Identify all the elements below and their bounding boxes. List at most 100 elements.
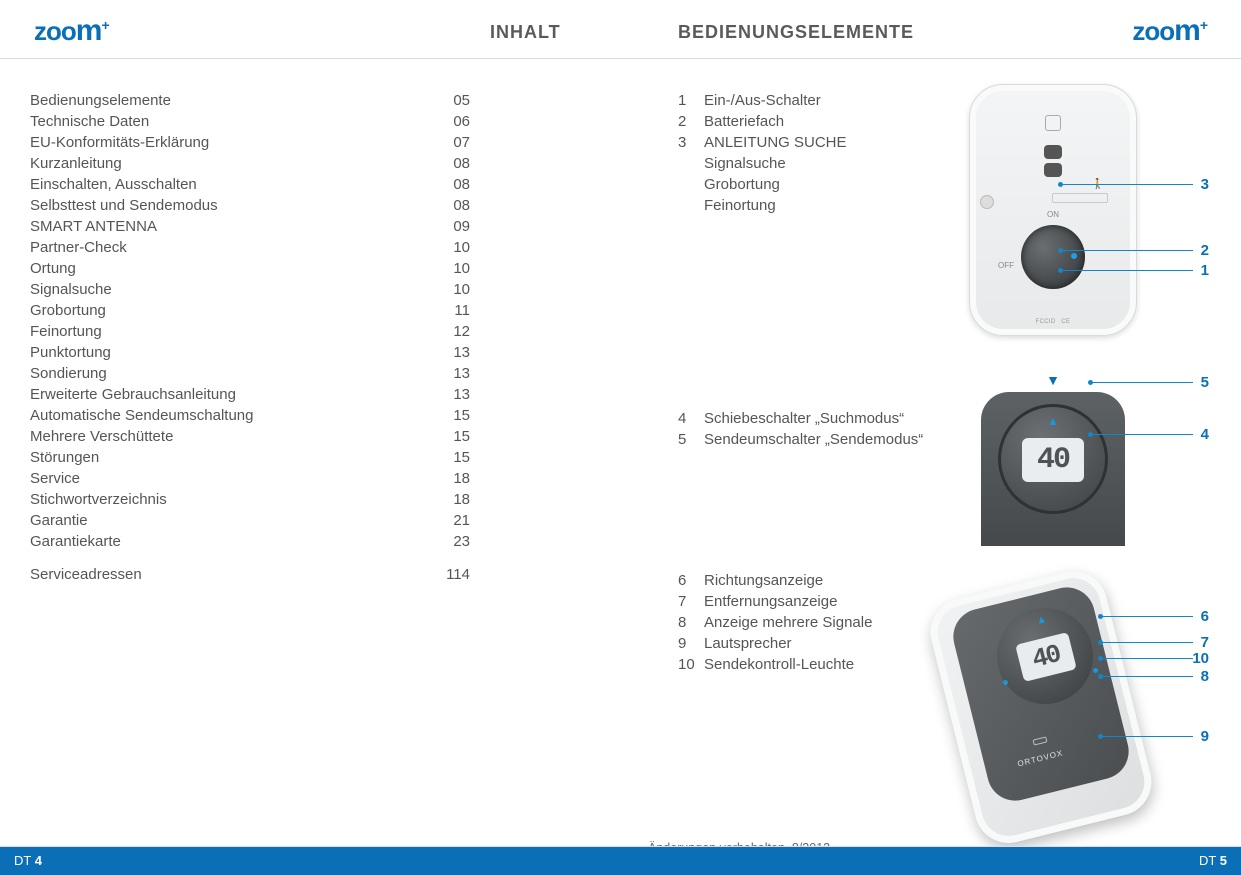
divider-top — [0, 58, 1241, 59]
toc-row: Kurzanleitung08 — [30, 153, 470, 174]
toc-label: Selbsttest und Sendemodus — [30, 195, 430, 216]
logo-plus-icon2: + — [1200, 17, 1207, 33]
device-front-illustration: ▲ 40 ORTOVOX — [933, 560, 1163, 860]
operating-item: 1Ein-/Aus-Schalter — [678, 90, 978, 111]
item-label: Grobortung — [704, 174, 978, 195]
toc-row: Mehrere Verschüttete15 — [30, 426, 470, 447]
device-top-illustration: ▼ ▲ ▲ ▲ 40 — [969, 370, 1137, 546]
toc-row: Einschalten, Ausschalten08 — [30, 174, 470, 195]
item-num: 4 — [678, 408, 704, 429]
item-label: Schiebeschalter „Suchmodus“ — [704, 408, 978, 429]
toc-row: Störungen15 — [30, 447, 470, 468]
toc-row: Punktortung13 — [30, 342, 470, 363]
item-num: 10 — [678, 654, 704, 675]
logo-m: m — [76, 14, 102, 47]
toc-row: Grobortung11 — [30, 300, 470, 321]
toc-label: Bedienungselemente — [30, 90, 430, 111]
ring-arrow-icon: ▲ — [1047, 414, 1059, 428]
logo-prefix2: zoo — [1132, 16, 1174, 46]
callout-number: 4 — [1201, 426, 1209, 443]
item-num — [678, 195, 704, 216]
footer-left-num: 4 — [35, 853, 42, 868]
toc-page: 08 — [430, 174, 470, 195]
operating-item: Grobortung — [678, 174, 978, 195]
toc-label: Kurzanleitung — [30, 153, 430, 174]
footer-left: DT 4 — [14, 853, 42, 868]
toc-row: Ortung10 — [30, 258, 470, 279]
logo-plus-icon: + — [101, 17, 108, 33]
callout-leader-dot — [1098, 674, 1103, 679]
device-slider-track — [1052, 193, 1108, 203]
footer-right-prefix: DT — [1199, 853, 1220, 868]
item-num: 6 — [678, 570, 704, 591]
item-num: 2 — [678, 111, 704, 132]
item-num: 1 — [678, 90, 704, 111]
toc-row: EU-Konformitäts-Erklärung07 — [30, 132, 470, 153]
toc-row: Erweiterte Gebrauchsanleitung13 — [30, 384, 470, 405]
callout-number: 6 — [1201, 608, 1209, 625]
item-label: Feinortung — [704, 195, 978, 216]
toc-label: Erweiterte Gebrauchsanleitung — [30, 384, 430, 405]
toc-label: Störungen — [30, 447, 430, 468]
item-num: 5 — [678, 429, 704, 450]
callout-number: 1 — [1201, 262, 1209, 279]
toc-row: Partner-Check10 — [30, 237, 470, 258]
section-title-left: INHALT — [490, 22, 561, 43]
toc-label: Punktortung — [30, 342, 430, 363]
callout-leader-line — [1100, 658, 1193, 659]
toc-row: Garantie21 — [30, 510, 470, 531]
device-dial — [1021, 225, 1085, 289]
device-chip-b — [1044, 163, 1062, 177]
toc-page: 09 — [430, 216, 470, 237]
toc-row: Sondierung13 — [30, 363, 470, 384]
callout-number: 9 — [1201, 728, 1209, 745]
item-num — [678, 153, 704, 174]
footer-bar: DT 4 DT 5 — [0, 847, 1241, 875]
toc-row: Feinortung12 — [30, 321, 470, 342]
toc-label: Grobortung — [30, 300, 430, 321]
toc-page: 18 — [430, 489, 470, 510]
toc-page: 12 — [430, 321, 470, 342]
toc-page: 23 — [430, 531, 470, 552]
operating-item: Signalsuche — [678, 153, 978, 174]
callout-leader-dot — [1088, 432, 1093, 437]
section-title-right: BEDIENUNGSELEMENTE — [678, 22, 914, 43]
callout-number: 2 — [1201, 242, 1209, 259]
toc-page: 08 — [430, 195, 470, 216]
toc-page: 06 — [430, 111, 470, 132]
toc-label: Garantie — [30, 510, 430, 531]
toc-row: Selbsttest und Sendemodus08 — [30, 195, 470, 216]
operating-item: 2Batteriefach — [678, 111, 978, 132]
toc-label: Sondierung — [30, 363, 430, 384]
toc-label: Stichwortverzeichnis — [30, 489, 430, 510]
footer-right-num: 5 — [1220, 853, 1227, 868]
toc-row: Technische Daten06 — [30, 111, 470, 132]
callout-leader-dot — [1058, 248, 1063, 253]
arrow-down-icon: ▼ — [1046, 372, 1060, 388]
callout-leader-line — [1100, 642, 1193, 643]
dial-indicator-dot — [1071, 253, 1077, 259]
callout-leader-dot — [1088, 380, 1093, 385]
callout-leader-dot — [1058, 182, 1063, 187]
operating-item-group-2: 4Schiebeschalter „Suchmodus“5Sendeumscha… — [678, 408, 978, 450]
toc-label: SMART ANTENNA — [30, 216, 430, 237]
toc-row: Automatische Sendeumschaltung15 — [30, 405, 470, 426]
callout-number: 10 — [1192, 650, 1209, 667]
callout-number: 5 — [1201, 374, 1209, 391]
toc-page: 11 — [430, 300, 470, 321]
toc-label: Automatische Sendeumschaltung — [30, 405, 430, 426]
toc-page: 07 — [430, 132, 470, 153]
item-label: ANLEITUNG SUCHE — [704, 132, 978, 153]
item-num — [678, 174, 704, 195]
item-label: Ein-/Aus-Schalter — [704, 90, 978, 111]
item-label: Batteriefach — [704, 111, 978, 132]
item-num: 9 — [678, 633, 704, 654]
table-of-contents: Bedienungselemente05Technische Daten06EU… — [30, 90, 470, 585]
off-label: OFF — [998, 261, 1014, 270]
device-smallprint: FCCID CE — [970, 319, 1136, 325]
device-top-icon — [1045, 115, 1061, 131]
callout-leader-dot — [1098, 614, 1103, 619]
callout-number: 8 — [1201, 668, 1209, 685]
toc-label: Partner-Check — [30, 237, 430, 258]
item-num: 8 — [678, 612, 704, 633]
